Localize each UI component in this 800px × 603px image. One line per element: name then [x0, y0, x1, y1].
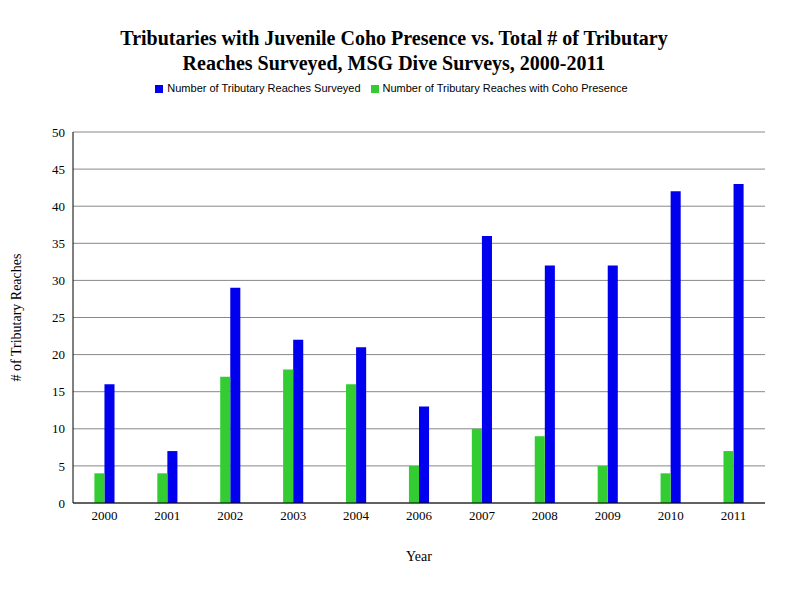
svg-text:45: 45 — [52, 162, 65, 177]
svg-text:2007: 2007 — [469, 508, 496, 523]
svg-text:0: 0 — [59, 496, 66, 511]
svg-text:2001: 2001 — [154, 508, 180, 523]
svg-text:2004: 2004 — [343, 508, 370, 523]
svg-text:2011: 2011 — [721, 508, 747, 523]
svg-text:40: 40 — [52, 199, 65, 214]
html-text:Tributaries with Juvenile Coho: Tributaries with Juvenile Coho Presence … — [120, 27, 668, 74]
svg-text:50: 50 — [52, 125, 65, 140]
html-text:Number of Tributary Reaches wi: Number of Tributary Reaches with Coho Pr… — [382, 82, 628, 94]
svg-text:2000: 2000 — [91, 508, 117, 523]
svg-text:30: 30 — [52, 273, 65, 288]
html-text:Number of Tributary Reaches Su: Number of Tributary Reaches Surveyed — [167, 82, 361, 94]
svg-text:25: 25 — [52, 310, 65, 325]
svg-text:20: 20 — [52, 347, 65, 362]
svg-text:2008: 2008 — [532, 508, 558, 523]
svg-text:15: 15 — [52, 384, 65, 399]
svg-text:5: 5 — [59, 459, 66, 474]
svg-text:# of Tributary Reaches: # of Tributary Reaches — [9, 254, 24, 382]
svg-text:10: 10 — [52, 421, 65, 436]
svg-text:2002: 2002 — [217, 508, 243, 523]
svg-text:Year: Year — [406, 549, 432, 564]
svg-text:2009: 2009 — [595, 508, 621, 523]
svg-text:35: 35 — [52, 236, 65, 251]
svg-text:2003: 2003 — [280, 508, 306, 523]
svg-text:2010: 2010 — [658, 508, 684, 523]
svg-text:2006: 2006 — [406, 508, 433, 523]
